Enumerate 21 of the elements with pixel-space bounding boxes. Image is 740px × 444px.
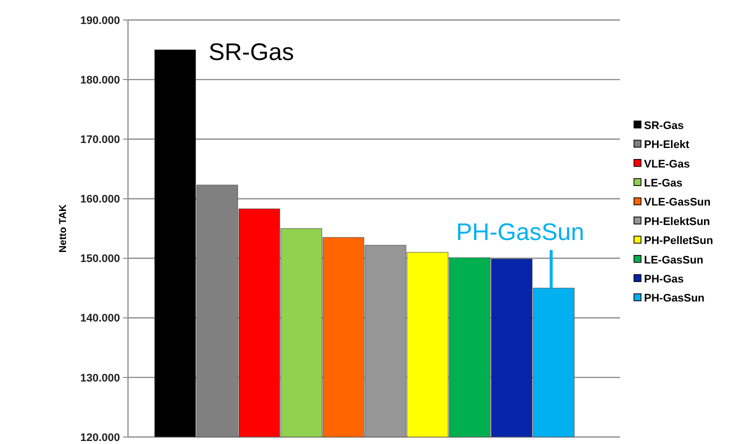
- legend-label: VLE-Gas: [644, 158, 690, 170]
- legend-label: LE-GasSun: [644, 254, 704, 266]
- legend-label: PH-Elekt: [644, 139, 690, 152]
- legend-label: SR-Gas: [644, 120, 684, 132]
- legend-label: PH-PelletSun: [644, 235, 714, 248]
- y-tick-label: 130.000: [80, 372, 120, 384]
- y-tick-label: 190.000: [80, 14, 120, 27]
- legend-label: PH-GasSun: [644, 292, 705, 305]
- y-tick-label: 150.000: [80, 253, 120, 266]
- y-axis-title: Netto TAK: [58, 204, 69, 253]
- annotation: PH-GasSun: [456, 219, 584, 246]
- annotation: SR-Gas: [208, 38, 294, 66]
- legend-label: PH-ElektSun: [644, 216, 710, 228]
- legend-label: LE-Gas: [644, 177, 683, 190]
- y-tick-label: 170.000: [80, 134, 120, 146]
- y-tick-label: 180.000: [80, 74, 120, 86]
- y-tick-label: 120.000: [80, 432, 120, 444]
- legend-label: VLE-GasSun: [644, 196, 711, 209]
- legend-label: PH-Gas: [644, 273, 684, 286]
- y-tick-label: 160.000: [80, 194, 120, 206]
- y-tick-label: 140.000: [80, 312, 120, 325]
